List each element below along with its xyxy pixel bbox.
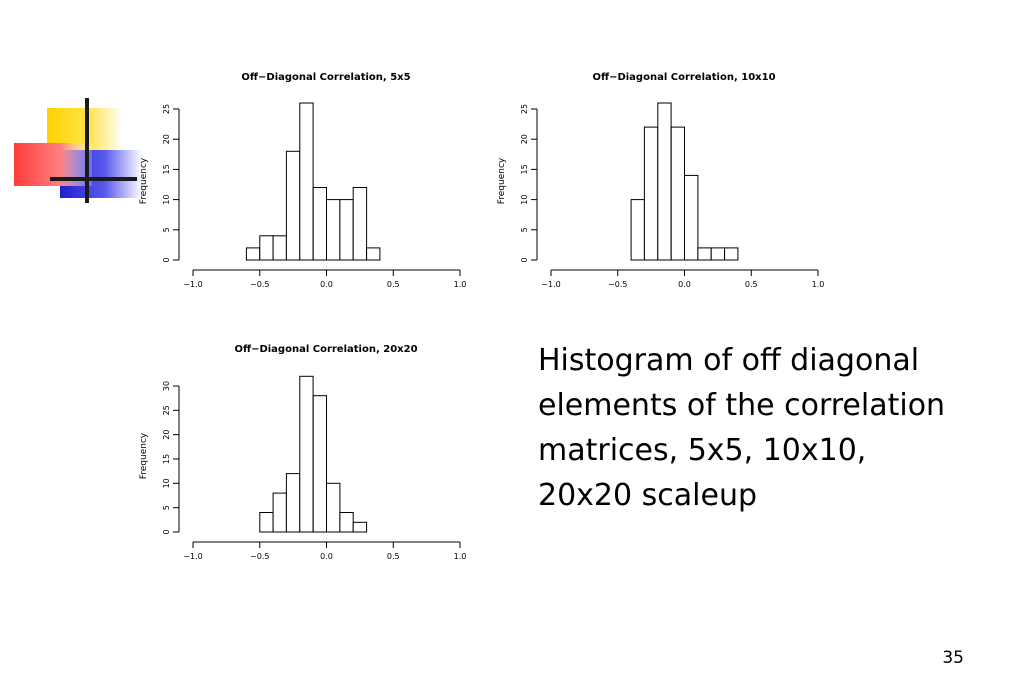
- y-tick-label: 0: [520, 257, 529, 262]
- y-axis-label: Frequency: [139, 157, 149, 204]
- histogram-bar: [697, 247, 712, 261]
- histogram-5x5: Off−Diagonal Correlation, 5x5 Frequency …: [139, 72, 467, 289]
- chart-title: Off−Diagonal Correlation, 20x20: [234, 344, 417, 355]
- y-tick-label: 25: [162, 405, 171, 415]
- caption-line: matrices, 5x5, 10x10,: [538, 433, 867, 468]
- decorative-squares-logo-icon: [14, 98, 142, 203]
- y-tick-label: 5: [162, 227, 171, 232]
- histogram-10x10: Off−Diagonal Correlation, 10x10 Frequenc…: [497, 72, 825, 289]
- y-tick-label: 10: [162, 478, 171, 488]
- y-tick-label: 10: [162, 195, 171, 205]
- x-tick-label: 0.5: [387, 552, 400, 561]
- x-tick-label: 0.5: [745, 280, 758, 289]
- histogram-bar: [312, 395, 327, 533]
- x-tick-label: 0.0: [678, 280, 691, 289]
- histogram-bar: [366, 247, 381, 261]
- x-tick-label: −0.5: [250, 280, 269, 289]
- y-tick-label: 30: [162, 381, 171, 391]
- caption-line: elements of the correlation: [538, 388, 946, 423]
- caption-line: Histogram of off diagonal: [538, 343, 920, 378]
- histogram-bar: [285, 473, 301, 533]
- y-tick-label: 15: [162, 164, 171, 174]
- histogram-bar: [670, 126, 685, 261]
- histogram-bar: [352, 521, 368, 533]
- x-tick-label: −1.0: [183, 280, 202, 289]
- histogram-bar: [299, 102, 314, 261]
- histogram-bar: [245, 247, 261, 261]
- histogram-bar: [339, 199, 354, 261]
- histogram-bar: [285, 150, 301, 261]
- page-number: 35: [942, 648, 964, 668]
- y-tick-label: 25: [520, 104, 529, 114]
- histogram-bar: [299, 375, 314, 533]
- y-tick-label: 5: [520, 227, 529, 232]
- histogram-bar: [272, 235, 287, 261]
- histogram-bar: [352, 187, 368, 261]
- histogram-bar: [339, 512, 354, 533]
- y-tick-label: 0: [162, 257, 171, 262]
- chart-title: Off−Diagonal Correlation, 10x10: [592, 72, 775, 83]
- caption-text: Histogram of off diagonal elements of th…: [538, 338, 998, 518]
- y-axis-label: Frequency: [139, 432, 149, 479]
- histogram-bar: [684, 174, 699, 261]
- y-tick-label: 5: [162, 505, 171, 510]
- histogram-bar: [657, 102, 672, 261]
- histogram-bar: [326, 482, 341, 533]
- x-tick-label: −1.0: [183, 552, 202, 561]
- x-tick-label: 0.0: [320, 280, 333, 289]
- x-tick-label: 1.0: [812, 280, 825, 289]
- histogram-bar: [724, 247, 739, 261]
- histogram-bar: [710, 247, 726, 261]
- x-tick-label: 0.0: [320, 552, 333, 561]
- histogram-bar: [312, 187, 327, 261]
- y-tick-label: 20: [162, 430, 171, 440]
- y-tick-label: 15: [520, 164, 529, 174]
- histogram-bar: [272, 492, 287, 533]
- chart-title: Off−Diagonal Correlation, 5x5: [241, 72, 410, 83]
- x-tick-label: −0.5: [608, 280, 627, 289]
- caption-line: 20x20 scaleup: [538, 478, 757, 513]
- x-tick-label: −0.5: [250, 552, 269, 561]
- y-tick-label: 0: [162, 529, 171, 534]
- y-tick-label: 20: [162, 134, 171, 144]
- histogram-20x20: Off−Diagonal Correlation, 20x20 Frequenc…: [139, 344, 467, 561]
- histogram-bar: [630, 199, 645, 261]
- x-tick-label: 1.0: [454, 280, 467, 289]
- histogram-bar: [259, 235, 274, 261]
- y-tick-label: 25: [162, 104, 171, 114]
- y-tick-label: 15: [162, 454, 171, 464]
- histogram-bar: [326, 199, 341, 261]
- histogram-bar: [643, 126, 659, 261]
- y-tick-label: 20: [520, 134, 529, 144]
- histogram-bar: [259, 512, 274, 533]
- y-tick-label: 10: [520, 195, 529, 205]
- x-tick-label: 1.0: [454, 552, 467, 561]
- x-tick-label: 0.5: [387, 280, 400, 289]
- y-axis-label: Frequency: [497, 157, 507, 204]
- x-tick-label: −1.0: [541, 280, 560, 289]
